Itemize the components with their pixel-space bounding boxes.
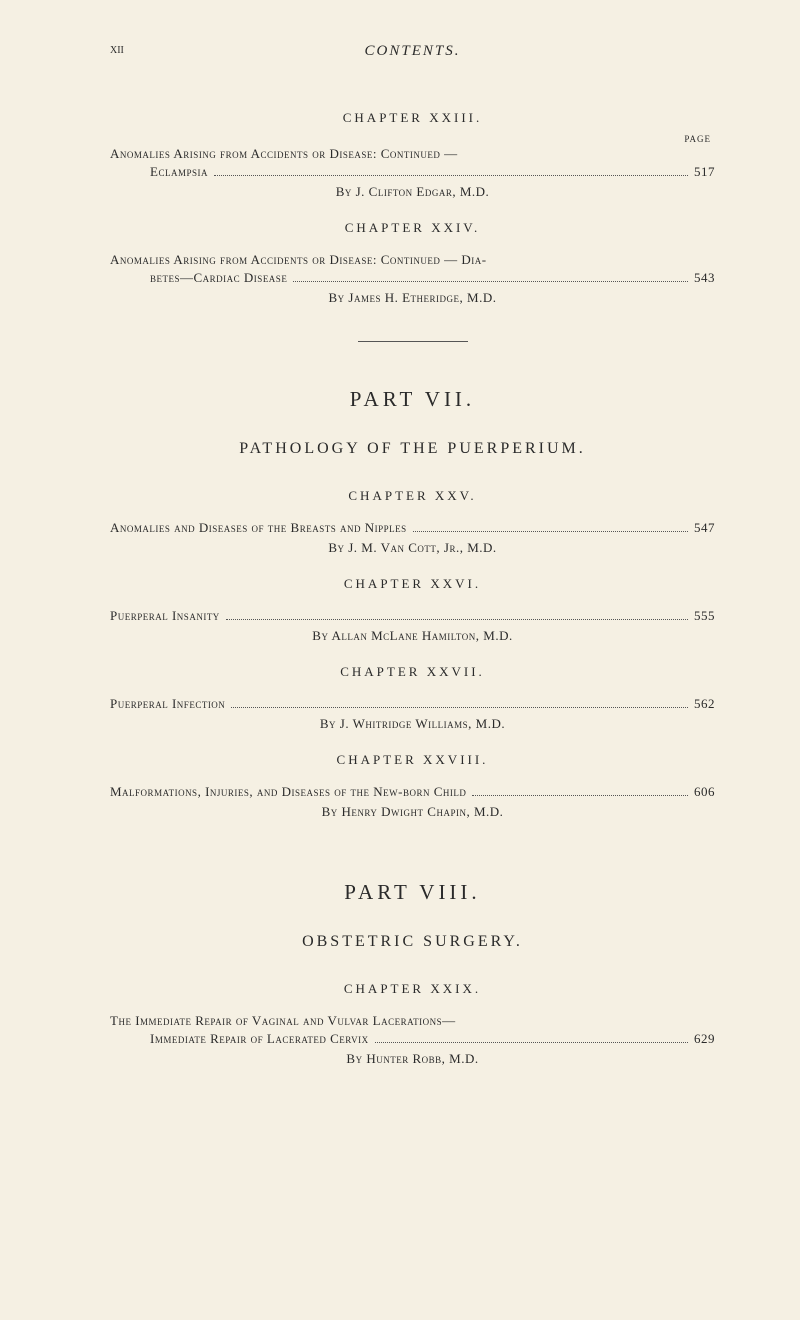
toc-text: Eclampsia	[150, 164, 208, 180]
author-ch24: By James H. Etheridge, M.D.	[110, 290, 715, 306]
toc-entry-ch27: Puerperal Infection 562	[110, 696, 715, 712]
chapter-29-heading: CHAPTER XXIX.	[110, 981, 715, 997]
toc-pagenum: 555	[694, 608, 715, 624]
toc-text: Puerperal Infection	[110, 696, 225, 712]
toc-text: Puerperal Insanity	[110, 608, 220, 624]
chapter-27-heading: CHAPTER XXVII.	[110, 664, 715, 680]
part-7-heading: PART VII.	[110, 387, 715, 412]
toc-entry-ch24-line2: betes—Cardiac Disease 543	[110, 270, 715, 286]
toc-text: Immediate Repair of Lacerated Cervix	[150, 1031, 369, 1047]
part-8-title: OBSTETRIC SURGERY.	[110, 933, 715, 951]
toc-entry-ch23-line2: Eclampsia 517	[110, 164, 715, 180]
chapter-26-heading: CHAPTER XXVI.	[110, 576, 715, 592]
toc-pagenum: 629	[694, 1031, 715, 1047]
toc-entry-ch26: Puerperal Insanity 555	[110, 608, 715, 624]
chapter-28-heading: CHAPTER XXVIII.	[110, 752, 715, 768]
part-8-heading: PART VIII.	[110, 880, 715, 905]
toc-entry-ch29-line2: Immediate Repair of Lacerated Cervix 629	[110, 1031, 715, 1047]
part-7-title: PATHOLOGY OF THE PUERPERIUM.	[110, 440, 715, 458]
toc-text: Anomalies and Diseases of the Breasts an…	[110, 520, 407, 536]
toc-pagenum: 562	[694, 696, 715, 712]
toc-dots	[214, 175, 688, 176]
author-ch25: By J. M. Van Cott, Jr., M.D.	[110, 540, 715, 556]
toc-dots	[472, 795, 688, 796]
toc-text: Anomalies Arising from Accidents or Dise…	[110, 252, 487, 268]
toc-text: Anomalies Arising from Accidents or Dise…	[110, 146, 458, 162]
running-head: CONTENTS.	[110, 43, 715, 60]
author-ch28: By Henry Dwight Chapin, M.D.	[110, 804, 715, 820]
toc-text: Malformations, Injuries, and Diseases of…	[110, 784, 466, 800]
author-ch27: By J. Whitridge Williams, M.D.	[110, 716, 715, 732]
toc-entry-ch24-line1: Anomalies Arising from Accidents or Dise…	[110, 252, 715, 268]
page-label: PAGE	[110, 134, 715, 144]
toc-pagenum: 547	[694, 520, 715, 536]
author-ch29: By Hunter Robb, M.D.	[110, 1051, 715, 1067]
chapter-24-heading: CHAPTER XXIV.	[110, 220, 715, 236]
chapter-25-heading: CHAPTER XXV.	[110, 488, 715, 504]
toc-dots	[375, 1042, 688, 1043]
page-number: xii	[110, 42, 124, 58]
toc-entry-ch25: Anomalies and Diseases of the Breasts an…	[110, 520, 715, 536]
toc-dots	[231, 707, 688, 708]
toc-dots	[413, 531, 688, 532]
toc-text: The Immediate Repair of Vaginal and Vulv…	[110, 1013, 456, 1029]
author-ch23: By J. Clifton Edgar, M.D.	[110, 184, 715, 200]
toc-pagenum: 517	[694, 164, 715, 180]
toc-pagenum: 543	[694, 270, 715, 286]
separator	[358, 341, 468, 342]
toc-entry-ch29-line1: The Immediate Repair of Vaginal and Vulv…	[110, 1013, 715, 1029]
toc-text: betes—Cardiac Disease	[150, 270, 287, 286]
toc-dots	[226, 619, 688, 620]
toc-dots	[293, 281, 688, 282]
chapter-23-heading: CHAPTER XXIII.	[110, 110, 715, 126]
author-ch26: By Allan McLane Hamilton, M.D.	[110, 628, 715, 644]
toc-entry-ch28: Malformations, Injuries, and Diseases of…	[110, 784, 715, 800]
toc-pagenum: 606	[694, 784, 715, 800]
toc-entry-ch23-line1: Anomalies Arising from Accidents or Dise…	[110, 146, 715, 162]
